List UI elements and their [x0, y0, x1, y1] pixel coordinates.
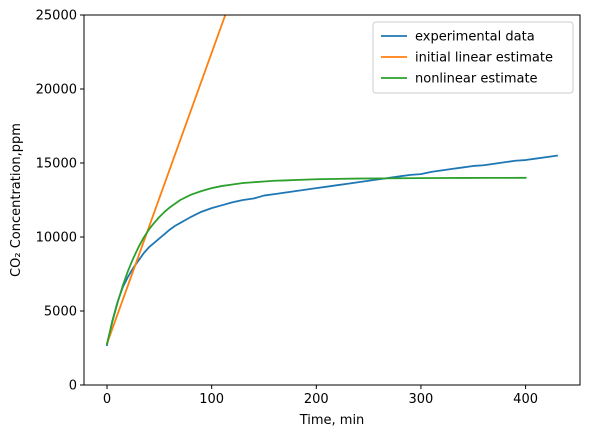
- x-tick-label: 100: [199, 392, 224, 407]
- x-tick-label: 0: [103, 392, 111, 407]
- y-tick-label: 0: [69, 379, 77, 394]
- x-axis-label: Time, min: [299, 413, 365, 428]
- series-line-3: [105, 176, 527, 345]
- legend-label: experimental data: [415, 30, 535, 45]
- legend-box: [372, 21, 574, 94]
- y-tick-label: 25000: [36, 9, 77, 24]
- y-tick-label: 5000: [44, 305, 77, 320]
- y-tick-label: 20000: [36, 83, 77, 98]
- y-axis-ticks: 0 5000 10000 15000 20000 25000: [36, 9, 84, 394]
- legend-label: initial linear estimate: [415, 51, 553, 66]
- y-tick-label: 15000: [36, 157, 77, 172]
- plot-lines: [105, 15, 558, 347]
- y-axis-label: CO₂ Concentration,ppm: [9, 123, 24, 277]
- y-tick-label: 10000: [36, 231, 77, 246]
- x-tick-label: 300: [409, 392, 434, 407]
- series-line-1: [105, 154, 558, 347]
- x-tick-label: 400: [513, 392, 538, 407]
- x-tick-label: 200: [304, 392, 329, 407]
- x-axis-ticks: 0 100 200 300 400: [103, 385, 538, 407]
- legend: experimental data initial linear estimate…: [372, 21, 574, 94]
- series-line-2: [105, 15, 227, 345]
- axes-frame: [83, 14, 581, 386]
- legend-label: nonlinear estimate: [415, 72, 538, 87]
